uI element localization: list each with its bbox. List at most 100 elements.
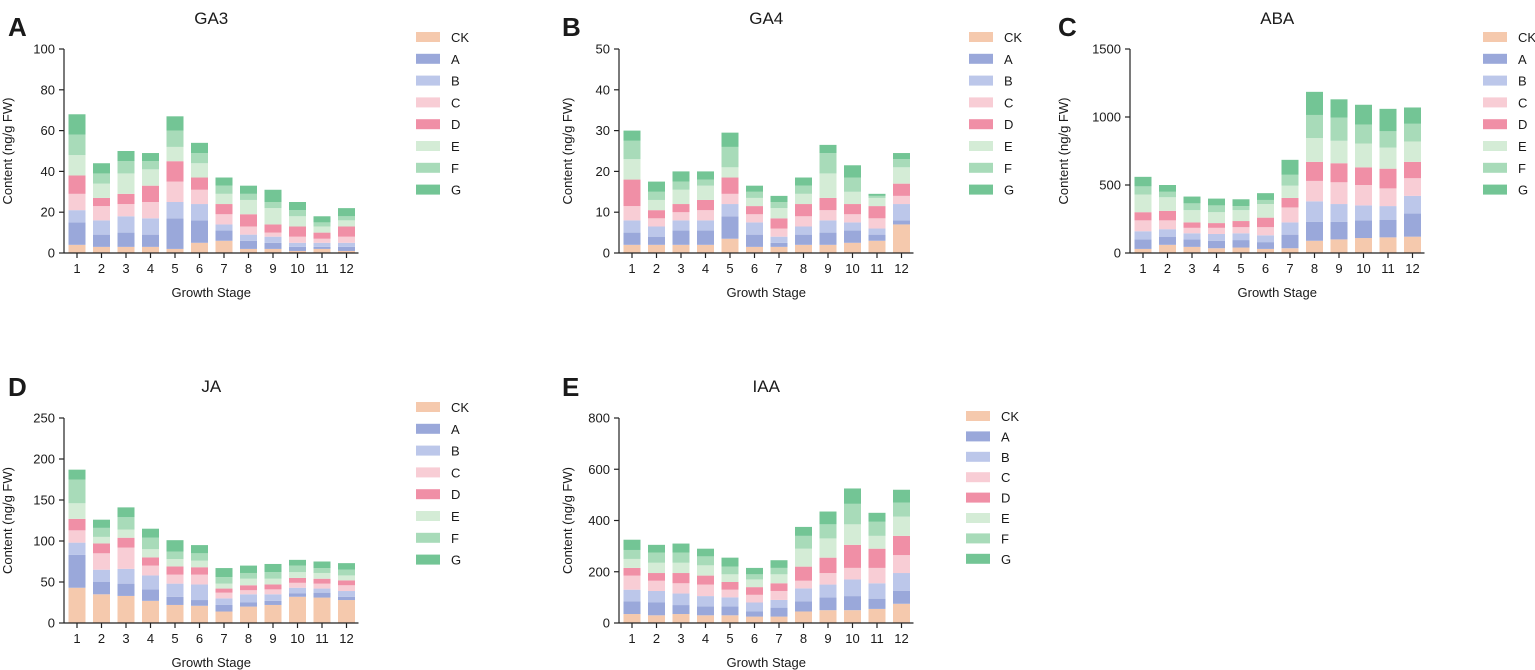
bar-segment-c-stage-3 [672,212,690,221]
bar-segment-g-stage-11 [313,561,331,569]
chart-title: JA [201,377,222,396]
bar-segment-g-stage-10 [844,165,861,178]
legend-swatch-d [969,119,993,130]
bar-segment-e-stage-10 [289,572,306,578]
x-tick-label: 1 [628,631,635,646]
x-tick-label: 1 [1139,261,1146,276]
bar-segment-g-stage-7 [1281,159,1299,175]
bar-segment-c-stage-4 [142,565,159,576]
bar-segment-e-stage-8 [240,578,257,586]
bar-segment-d-stage-6 [191,177,208,190]
bar-segment-g-stage-10 [1355,104,1372,125]
bar-segment-b-stage-4 [697,596,714,607]
bar-segment-b-stage-12 [893,573,910,591]
legend-swatch-d [416,119,440,130]
bar-segment-ck-stage-5 [1232,247,1250,253]
bar-segment-f-stage-12 [338,216,355,221]
bar-segment-c-stage-1 [68,193,86,211]
bar-segment-f-stage-5 [721,146,739,168]
bar-segment-f-stage-4 [1208,205,1225,213]
bar-segment-b-stage-7 [215,598,233,605]
bar-segment-f-stage-1 [623,140,641,160]
bar-segment-c-stage-12 [893,195,910,205]
legend-label: CK [1001,409,1019,424]
bar-segment-c-stage-5 [1232,227,1250,234]
bar-segment-c-stage-5 [721,193,739,205]
bar-segment-b-stage-5 [721,204,739,217]
bar-segment-ck-stage-7 [1281,248,1299,253]
chart-title: GA4 [749,9,783,28]
bar-segment-c-stage-10 [289,582,306,588]
bar-segment-c-stage-10 [1355,185,1372,206]
bar-segment-g-stage-1 [623,539,641,550]
x-tick-label: 6 [751,631,758,646]
bar-segment-d-stage-4 [697,575,714,585]
y-axis-label: Content (ng/g FW) [560,98,575,205]
bar-segment-c-stage-6 [746,594,763,603]
bar-segment-a-stage-1 [623,232,641,245]
bar-segment-g-stage-6 [746,567,763,575]
bar-segment-e-stage-6 [191,560,208,568]
legend-swatch-d [966,492,990,503]
bar-segment-ck-stage-12 [338,250,355,253]
y-axis-label: Content (ng/g FW) [560,467,575,574]
bar-segment-a-stage-2 [93,582,110,595]
bar-segment-b-stage-7 [215,224,233,231]
y-tick-label: 80 [41,82,55,97]
bar-segment-c-stage-9 [264,589,282,595]
bar-segment-d-stage-11 [313,232,331,239]
bar-segment-ck-stage-11 [868,608,886,623]
x-tick-label: 4 [702,631,709,646]
y-tick-label: 50 [41,575,55,590]
bar-segment-a-stage-10 [1355,220,1372,239]
bar-segment-c-stage-10 [844,567,861,580]
legend-swatch-b [1483,75,1507,86]
legend-label: F [1001,531,1009,546]
bar-segment-g-stage-11 [313,216,331,223]
bar-segment-c-stage-12 [893,555,910,574]
bar-segment-f-stage-2 [648,552,665,563]
bar-segment-a-stage-3 [1183,239,1201,247]
y-tick-label: 200 [33,452,55,467]
bar-segment-a-stage-2 [1159,236,1176,245]
legend-label: G [451,553,461,568]
x-tick-label: 4 [147,631,154,646]
bar-segment-e-stage-12 [893,167,910,184]
bar-segment-c-stage-9 [819,573,837,585]
bar-segment-f-stage-10 [844,177,861,192]
x-tick-label: 6 [196,261,203,276]
bar-segment-f-stage-4 [142,537,159,550]
bar-segment-f-stage-12 [893,502,910,517]
y-tick-label: 60 [41,123,55,138]
bar-segment-c-stage-3 [672,583,690,594]
bar-segment-b-stage-7 [1281,222,1299,235]
x-tick-label: 8 [245,631,252,646]
bar-segment-a-stage-10 [289,593,306,597]
x-tick-label: 2 [98,261,105,276]
bar-segment-ck-stage-11 [868,240,886,253]
bar-segment-e-stage-5 [166,559,184,567]
y-axis-label: Content (ng/g FW) [0,98,15,205]
bar-segment-e-stage-7 [1281,185,1299,198]
bar-segment-c-stage-11 [1379,188,1397,207]
x-axis-label: Growth Stage [1238,285,1318,300]
bar-segment-f-stage-7 [215,185,233,194]
bar-segment-a-stage-1 [68,554,86,588]
bar-segment-g-stage-10 [844,488,861,504]
bar-segment-c-stage-2 [648,580,665,591]
bar-segment-b-stage-2 [93,569,110,582]
bar-segment-ck-stage-12 [1404,236,1421,253]
bar-segment-ck-stage-6 [1257,248,1274,253]
bar-segment-a-stage-7 [770,607,788,617]
bar-segment-f-stage-11 [313,222,331,227]
bar-segment-g-stage-6 [1257,193,1274,200]
x-tick-label: 7 [220,631,227,646]
bar-segment-c-stage-3 [1183,227,1201,234]
y-axis-label: Content (ng/g FW) [0,467,15,574]
legend-swatch-g [969,184,993,195]
bar-segment-d-stage-5 [166,566,184,575]
bar-segment-g-stage-8 [1306,91,1323,115]
bar-segment-ck-stage-3 [117,246,135,253]
